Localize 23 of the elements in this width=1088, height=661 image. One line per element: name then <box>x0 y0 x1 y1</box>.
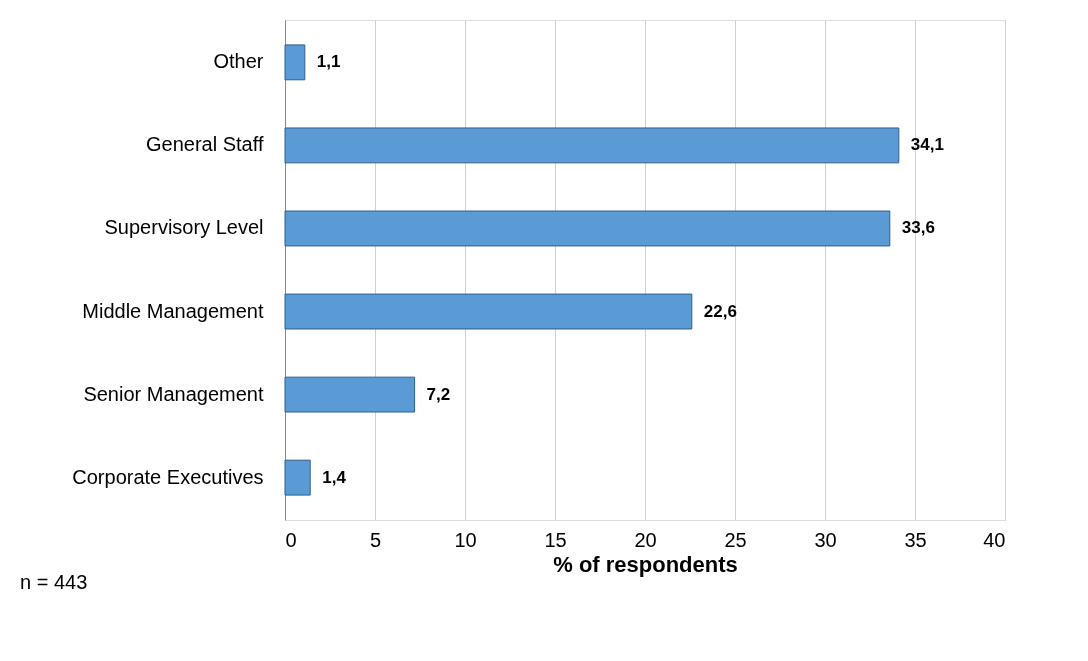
text: n = 443 <box>20 571 88 593</box>
x-tick-label: 25 <box>724 528 747 551</box>
x-tick-label: 15 <box>544 528 567 551</box>
data-label: 34,1 <box>910 135 944 155</box>
x-tick-label: 20 <box>634 528 657 551</box>
y-tick-label: Supervisory Level <box>104 216 264 239</box>
y-tick-label: Corporate Executives <box>72 465 264 488</box>
y-tick-label: Middle Management <box>82 299 264 322</box>
data-label: 1,1 <box>316 52 341 72</box>
y-tick-label: Senior Management <box>83 382 264 405</box>
x-tick-label: 30 <box>814 528 837 551</box>
data-label: 1,4 <box>322 467 347 487</box>
x-tick-label: 40 <box>983 528 1006 551</box>
x-tick-label: 10 <box>454 528 477 551</box>
y-tick-label: General Staff <box>146 133 264 156</box>
x-tick-label: 5 <box>369 528 382 551</box>
data-label: 22,6 <box>703 301 737 321</box>
y-tick-label: Other <box>213 50 264 73</box>
x-axis-title: % of respondents <box>553 551 738 577</box>
data-label: 7,2 <box>426 384 451 404</box>
x-tick-label: 35 <box>904 528 927 551</box>
x-tick-label: 0 <box>285 528 297 551</box>
data-label: 33,6 <box>901 218 935 238</box>
